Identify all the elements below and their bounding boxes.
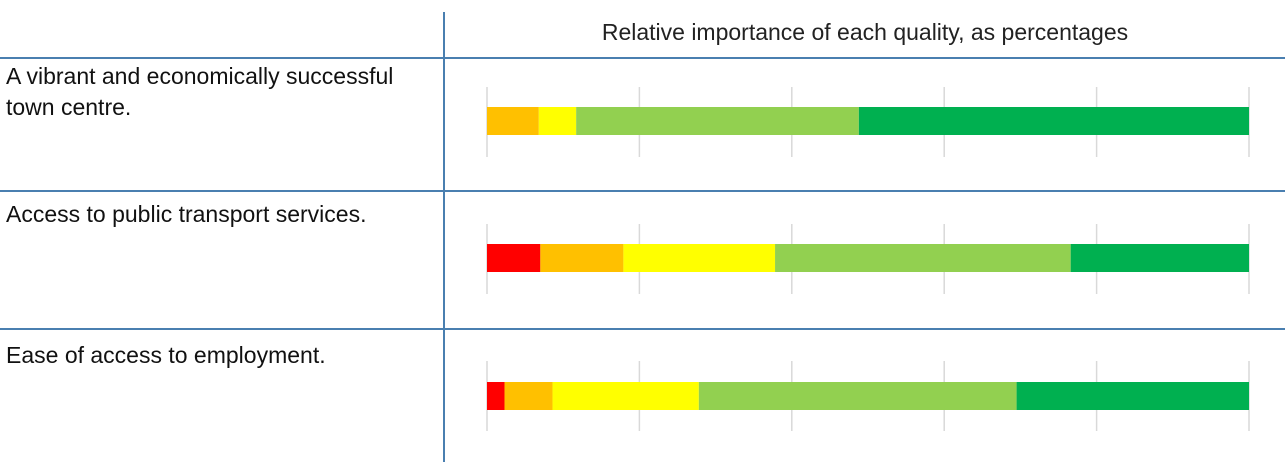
bar-segment-row2-level4 (775, 244, 1071, 272)
bar-segment-row3-level5 (1016, 382, 1249, 410)
row-label-employment: Ease of access to employment. (6, 342, 326, 368)
bar-segment-row1-level5 (858, 107, 1249, 135)
row-label-public-transport: Access to public transport services. (6, 201, 367, 227)
bar-segment-row2-level1 (487, 244, 541, 272)
bar-segment-row2-level3 (623, 244, 776, 272)
bar-segment-row1-level3 (538, 107, 577, 135)
bar-segment-row3-level2 (504, 382, 553, 410)
header-rule (0, 57, 1285, 59)
bar-segment-row3-level1 (487, 382, 505, 410)
row-rule (0, 328, 1285, 330)
row-rule (0, 190, 1285, 192)
bar-segment-row2-level5 (1070, 244, 1249, 272)
column-divider (443, 12, 445, 462)
header-title: Relative importance of each quality, as … (601, 19, 1129, 45)
bar-segment-row2-level2 (540, 244, 624, 272)
bar-segment-row1-level2 (487, 107, 539, 135)
bar-segment-row3-level4 (698, 382, 1017, 410)
bar-segment-row1-level4 (576, 107, 859, 135)
row-label-town-centre: A vibrant and economically successful to… (6, 63, 394, 120)
bar-segment-row3-level3 (552, 382, 699, 410)
